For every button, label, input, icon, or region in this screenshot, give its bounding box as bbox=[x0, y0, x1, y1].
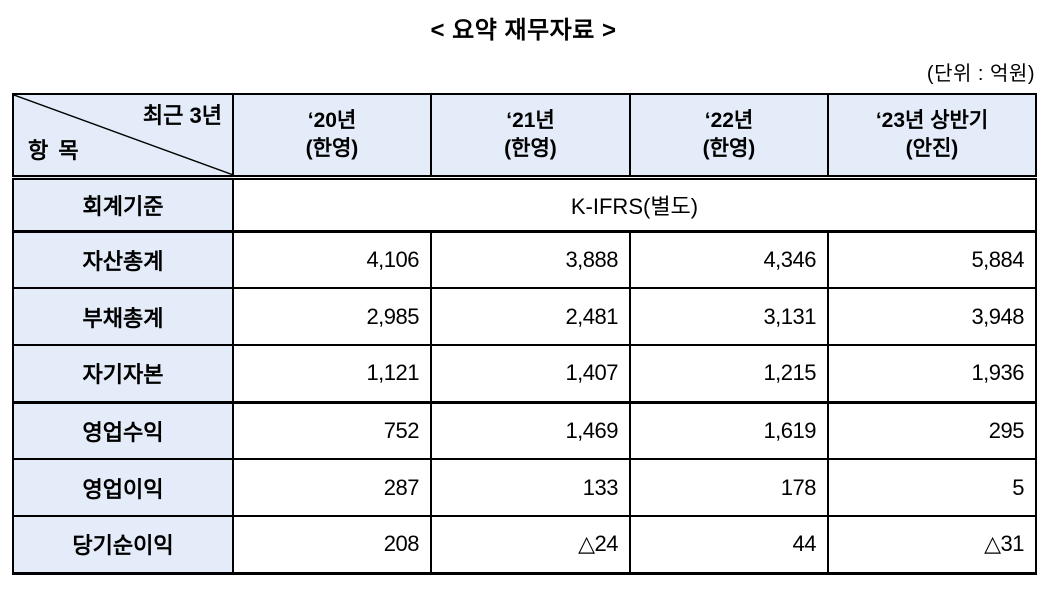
cell-value: 2,985 bbox=[232, 287, 432, 346]
cell-value: 287 bbox=[232, 458, 432, 517]
column-header-auditor: (한영) bbox=[504, 136, 557, 160]
cell-value: 1,936 bbox=[827, 344, 1037, 404]
row-label-operating-revenue: 영업수익 bbox=[12, 401, 234, 460]
table-row-total-assets: 자산총계 4,106 3,888 4,346 5,884 bbox=[12, 230, 1037, 289]
column-header-2022: ‘22년 (한영) bbox=[629, 93, 829, 180]
cell-value: 752 bbox=[232, 401, 432, 460]
row-label-net-income: 당기순이익 bbox=[12, 515, 234, 575]
cell-value: 133 bbox=[430, 458, 631, 517]
column-header-auditor: (안진) bbox=[905, 136, 959, 160]
diagonal-divider-line bbox=[14, 95, 232, 175]
table-row-operating-revenue: 영업수익 752 1,469 1,619 295 bbox=[12, 401, 1037, 460]
column-header-2021: ‘21년 (한영) bbox=[430, 93, 631, 180]
column-header-2023-h1: ‘23년 상반기 (안진) bbox=[827, 93, 1037, 180]
page-title: < 요약 재무자료 > bbox=[430, 17, 617, 44]
column-header-auditor: (한영) bbox=[702, 136, 756, 160]
table-row-total-liabilities: 부채총계 2,985 2,481 3,131 3,948 bbox=[12, 287, 1037, 346]
column-header-auditor: (한영) bbox=[305, 136, 359, 160]
unit-label: (단위 : 억원) bbox=[926, 63, 1035, 85]
cell-value: 178 bbox=[629, 458, 829, 517]
cell-value: 208 bbox=[232, 515, 432, 575]
table-header-row: 최근 3년 항 목 ‘20년 (한영) ‘21년 (한영) ‘22년 (한영) … bbox=[12, 93, 1037, 180]
cell-value: 3,948 bbox=[827, 287, 1037, 346]
column-header-year: ‘21년 bbox=[506, 109, 555, 133]
cell-value: 5,884 bbox=[827, 230, 1037, 289]
cell-value: 3,131 bbox=[629, 287, 829, 346]
accounting-standard-value: K-IFRS(별도) bbox=[232, 176, 1037, 233]
cell-value: 4,106 bbox=[232, 230, 432, 289]
corner-label-recent-years: 최근 3년 bbox=[142, 103, 222, 128]
table-row-net-income: 당기순이익 208 △24 44 △31 bbox=[12, 515, 1037, 575]
cell-value: △24 bbox=[430, 515, 631, 575]
table-row-accounting-standard: 회계기준 K-IFRS(별도) bbox=[12, 176, 1037, 233]
cell-value: 3,888 bbox=[430, 230, 631, 289]
cell-value: 1,407 bbox=[430, 344, 631, 404]
column-header-year: ‘20년 bbox=[307, 109, 357, 133]
row-label-operating-profit: 영업이익 bbox=[12, 458, 234, 517]
cell-value: 295 bbox=[827, 401, 1037, 460]
row-label-total-liabilities: 부채총계 bbox=[12, 287, 234, 346]
column-header-year: ‘23년 상반기 bbox=[875, 109, 989, 133]
row-label-accounting-standard: 회계기준 bbox=[12, 176, 234, 233]
cell-value: 1,619 bbox=[629, 401, 829, 460]
corner-header-cell: 최근 3년 항 목 bbox=[12, 93, 234, 180]
cell-value: 2,481 bbox=[430, 287, 631, 346]
cell-value: 44 bbox=[629, 515, 829, 575]
row-label-equity: 자기자본 bbox=[12, 344, 234, 404]
cell-value: 5 bbox=[827, 458, 1037, 517]
row-label-total-assets: 자산총계 bbox=[12, 230, 234, 289]
column-header-year: ‘22년 bbox=[704, 109, 754, 133]
corner-label-items: 항 목 bbox=[28, 137, 81, 163]
cell-value: 1,215 bbox=[629, 344, 829, 404]
financial-summary-table: 최근 3년 항 목 ‘20년 (한영) ‘21년 (한영) ‘22년 (한영) … bbox=[12, 93, 1037, 575]
cell-value: △31 bbox=[827, 515, 1037, 575]
table-row-equity: 자기자본 1,121 1,407 1,215 1,936 bbox=[12, 344, 1037, 404]
cell-value: 4,346 bbox=[629, 230, 829, 289]
cell-value: 1,469 bbox=[430, 401, 631, 460]
cell-value: 1,121 bbox=[232, 344, 432, 404]
column-header-2020: ‘20년 (한영) bbox=[232, 93, 432, 180]
table-row-operating-profit: 영업이익 287 133 178 5 bbox=[12, 458, 1037, 517]
